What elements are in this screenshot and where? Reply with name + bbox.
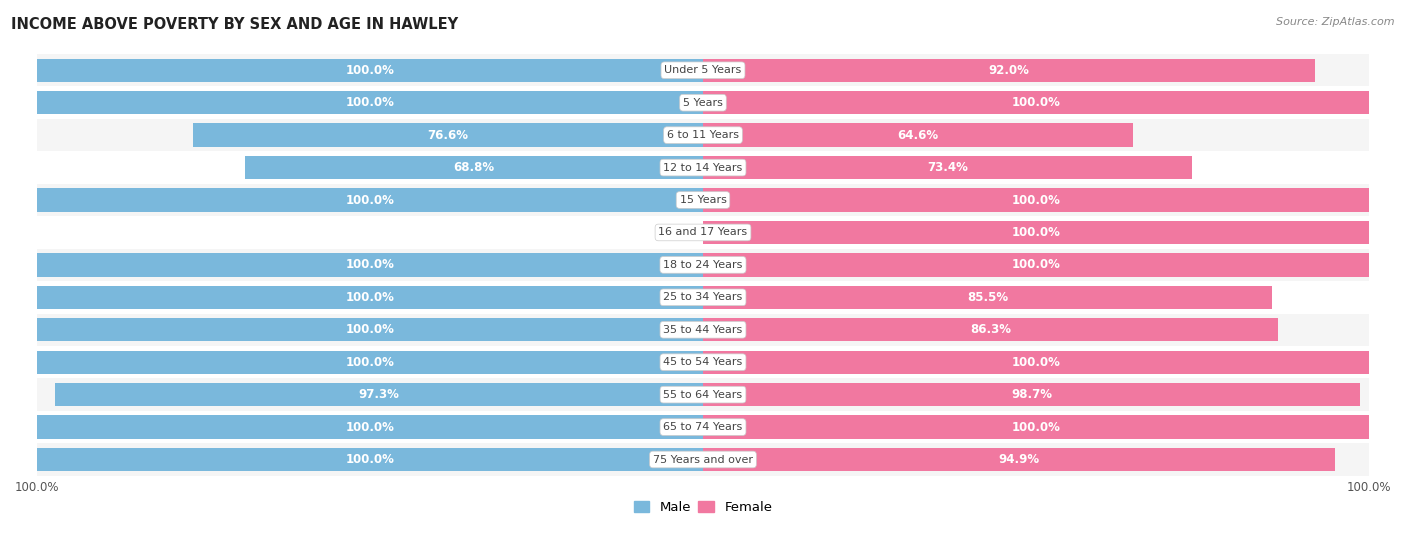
Text: 100.0%: 100.0% <box>1011 194 1060 206</box>
Bar <box>37 443 1369 476</box>
Bar <box>37 151 1369 184</box>
Bar <box>245 156 703 179</box>
Text: 5 Years: 5 Years <box>683 98 723 108</box>
Text: 94.9%: 94.9% <box>998 453 1039 466</box>
Bar <box>703 318 1278 341</box>
Bar <box>37 346 1369 378</box>
Bar <box>703 286 1272 309</box>
Bar <box>703 59 1316 82</box>
Text: 73.4%: 73.4% <box>927 161 967 174</box>
Bar <box>703 189 1369 211</box>
Text: 100.0%: 100.0% <box>346 323 395 336</box>
Text: 92.0%: 92.0% <box>988 64 1029 77</box>
Text: 16 and 17 Years: 16 and 17 Years <box>658 228 748 238</box>
Text: 100.0%: 100.0% <box>346 453 395 466</box>
Text: 65 to 74 Years: 65 to 74 Years <box>664 422 742 432</box>
Text: 100.0%: 100.0% <box>1011 96 1060 109</box>
Text: 100.0%: 100.0% <box>1011 421 1060 434</box>
Bar <box>703 415 1369 439</box>
Bar <box>37 448 703 471</box>
Text: 100.0%: 100.0% <box>1011 226 1060 239</box>
Text: 25 to 34 Years: 25 to 34 Years <box>664 292 742 302</box>
Text: INCOME ABOVE POVERTY BY SEX AND AGE IN HAWLEY: INCOME ABOVE POVERTY BY SEX AND AGE IN H… <box>11 17 458 32</box>
Bar <box>703 350 1369 374</box>
Bar <box>703 123 1133 147</box>
Text: 64.6%: 64.6% <box>897 129 939 142</box>
Bar <box>703 383 1360 406</box>
Text: 100.0%: 100.0% <box>346 421 395 434</box>
Text: 100.0%: 100.0% <box>346 64 395 77</box>
Bar <box>37 189 703 211</box>
Bar <box>703 91 1369 114</box>
Text: 68.8%: 68.8% <box>453 161 495 174</box>
Text: 18 to 24 Years: 18 to 24 Years <box>664 260 742 270</box>
Bar <box>37 281 1369 314</box>
Text: 35 to 44 Years: 35 to 44 Years <box>664 325 742 335</box>
Bar <box>37 415 703 439</box>
Text: Source: ZipAtlas.com: Source: ZipAtlas.com <box>1277 17 1395 27</box>
Text: 76.6%: 76.6% <box>427 129 468 142</box>
Bar <box>37 184 1369 217</box>
Text: 85.5%: 85.5% <box>967 291 1008 304</box>
Bar <box>37 86 1369 119</box>
Text: 100.0%: 100.0% <box>346 96 395 109</box>
Text: 100.0%: 100.0% <box>1011 355 1060 369</box>
Text: 100.0%: 100.0% <box>346 355 395 369</box>
Bar <box>703 156 1192 179</box>
Bar <box>703 253 1369 277</box>
Text: 100.0%: 100.0% <box>346 258 395 271</box>
Text: 100.0%: 100.0% <box>1011 258 1060 271</box>
Bar <box>37 59 703 82</box>
Legend: Male, Female: Male, Female <box>628 496 778 519</box>
Bar <box>703 448 1334 471</box>
Text: 12 to 14 Years: 12 to 14 Years <box>664 162 742 172</box>
Text: 45 to 54 Years: 45 to 54 Years <box>664 357 742 367</box>
Bar <box>37 217 1369 249</box>
Text: 100.0%: 100.0% <box>346 194 395 206</box>
Bar <box>37 253 703 277</box>
Text: 86.3%: 86.3% <box>970 323 1011 336</box>
Bar <box>37 286 703 309</box>
Text: Under 5 Years: Under 5 Years <box>665 65 741 75</box>
Text: 15 Years: 15 Years <box>679 195 727 205</box>
Bar <box>37 318 703 341</box>
Bar <box>37 54 1369 86</box>
Text: 100.0%: 100.0% <box>346 291 395 304</box>
Bar <box>37 249 1369 281</box>
Text: 97.3%: 97.3% <box>359 388 399 401</box>
Bar <box>37 314 1369 346</box>
Bar <box>37 350 703 374</box>
Bar <box>193 123 703 147</box>
Bar <box>37 91 703 114</box>
Text: 98.7%: 98.7% <box>1011 388 1052 401</box>
Bar <box>55 383 703 406</box>
Text: 55 to 64 Years: 55 to 64 Years <box>664 389 742 400</box>
Text: 75 Years and over: 75 Years and over <box>652 455 754 464</box>
Bar <box>37 378 1369 411</box>
Bar <box>37 119 1369 151</box>
Bar <box>703 221 1369 244</box>
Bar <box>37 411 1369 443</box>
Text: 6 to 11 Years: 6 to 11 Years <box>666 130 740 140</box>
